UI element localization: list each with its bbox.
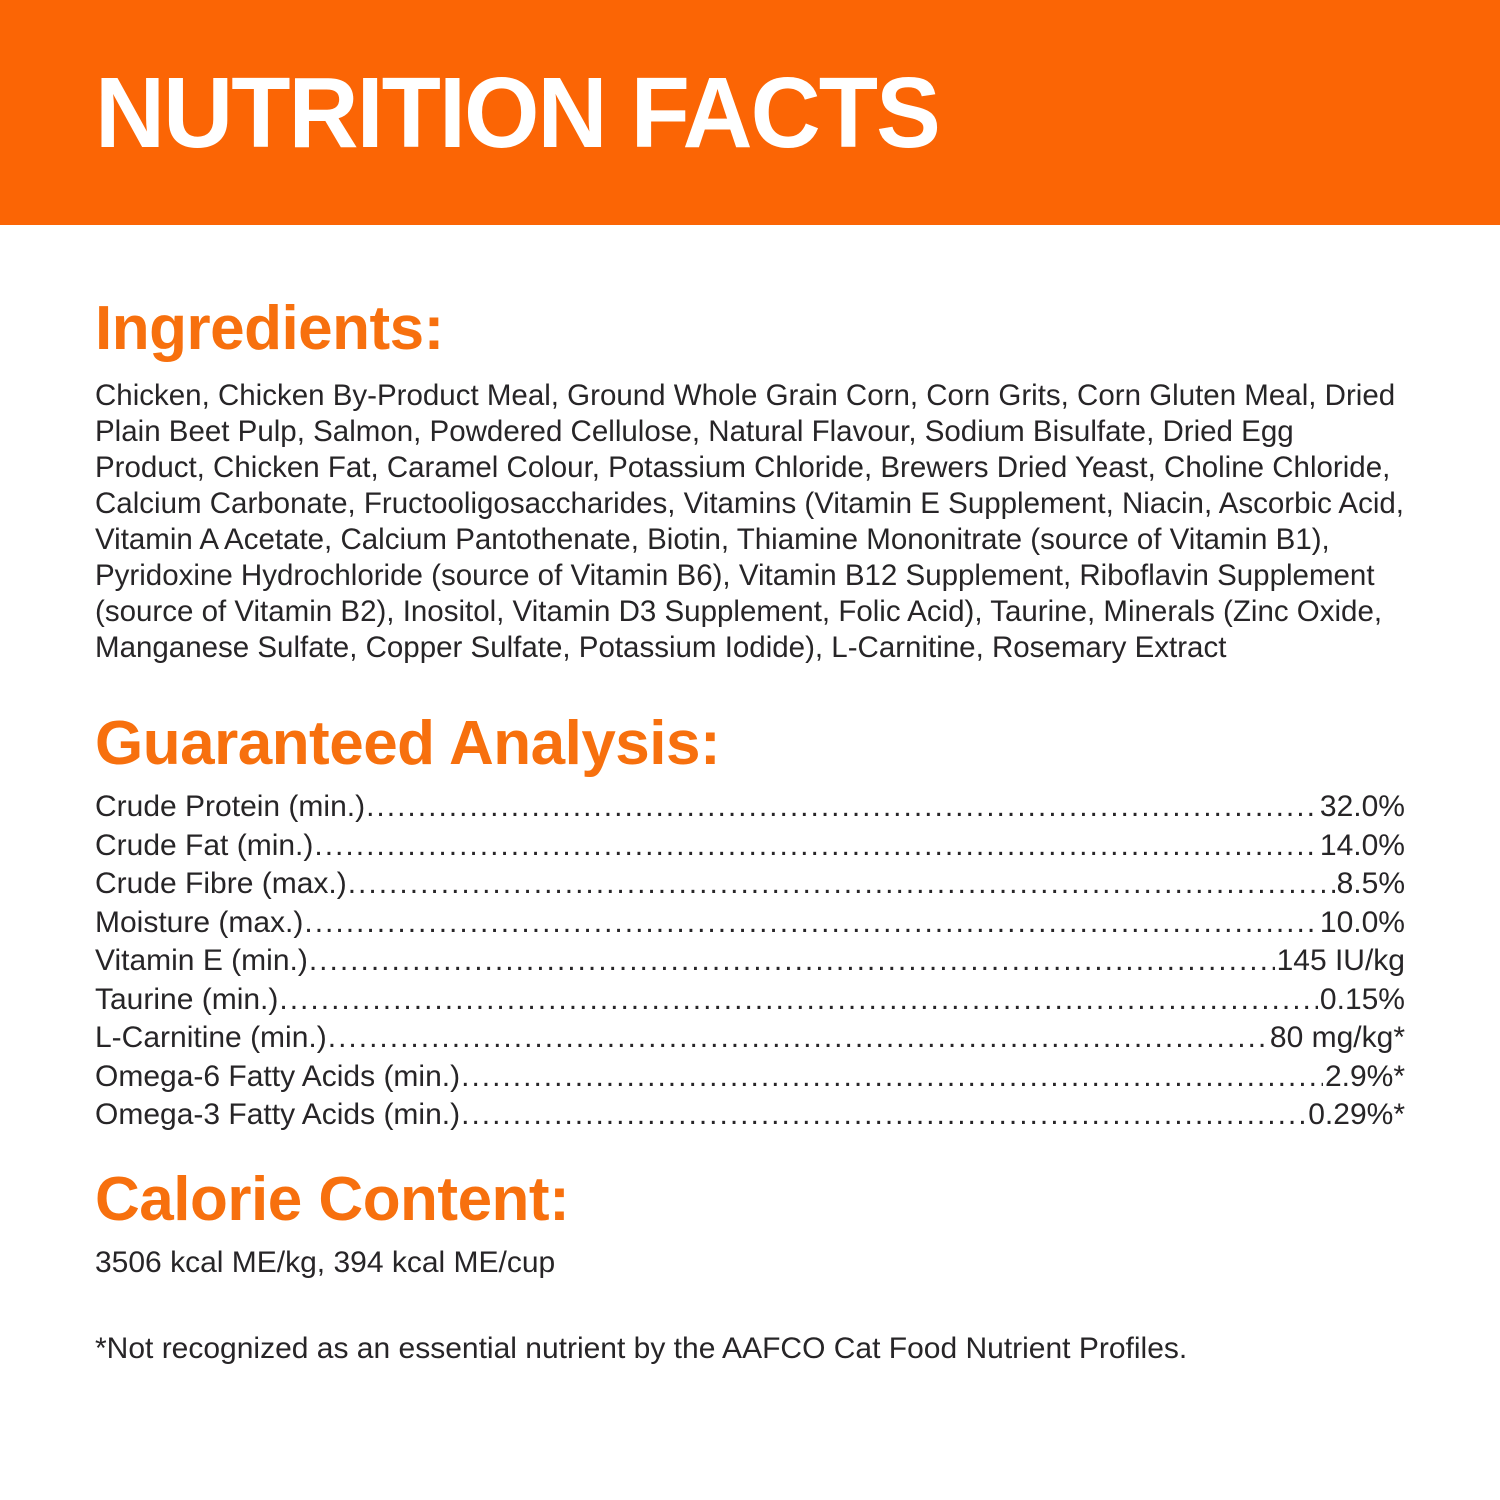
nutrient-label: L-Carnitine (min.) bbox=[95, 1021, 327, 1054]
nutrient-value: 80 mg/kg* bbox=[1269, 1021, 1405, 1054]
dotted-leader: ........................................… bbox=[314, 828, 1318, 862]
nutrient-label: Moisture (max.) bbox=[95, 905, 304, 939]
nutrient-value: 0.15% bbox=[1319, 982, 1405, 1016]
dotted-leader: ........................................… bbox=[327, 1021, 1268, 1054]
dotted-leader: ........................................… bbox=[461, 1098, 1307, 1131]
label-content: Ingredients: Chicken, Chicken By-Product… bbox=[0, 298, 1500, 1367]
nutrient-value: 2.9%* bbox=[1324, 1059, 1405, 1093]
dotted-leader: ........................................… bbox=[461, 1059, 1323, 1093]
nutrient-value: 10.0% bbox=[1319, 905, 1405, 939]
calorie-content-value: 3506 kcal ME/kg, 394 kcal ME/cup bbox=[95, 1245, 556, 1279]
nutrient-value: 145 IU/kg bbox=[1276, 944, 1405, 977]
nutrient-value: 32.0% bbox=[1319, 790, 1405, 823]
calorie-content-heading: Calorie Content: bbox=[95, 1164, 570, 1234]
nutrient-row: Moisture (max.) ........................… bbox=[95, 904, 1405, 943]
nutrient-row: Omega-3 Fatty Acids (min.) .............… bbox=[95, 1096, 1405, 1135]
ingredients-text: Chicken, Chicken By-Product Meal, Ground… bbox=[95, 379, 1404, 664]
guaranteed-analysis-section: Guaranteed Analysis: Crude Protein (min.… bbox=[95, 713, 1405, 1135]
nutrient-label: Crude Fat (min.) bbox=[95, 828, 314, 862]
nutrient-row: Crude Protein (min.) ...................… bbox=[95, 788, 1405, 827]
ingredients-section: Ingredients: Chicken, Chicken By-Product… bbox=[95, 298, 1405, 666]
dotted-leader: ........................................… bbox=[279, 982, 1318, 1016]
nutrient-value: 8.5% bbox=[1336, 867, 1405, 900]
nutrient-label: Crude Protein (min.) bbox=[95, 790, 366, 823]
guaranteed-analysis-table: Crude Protein (min.) ...................… bbox=[95, 788, 1405, 1135]
nutrient-row: L-Carnitine (min.) .....................… bbox=[95, 1019, 1405, 1058]
nutrient-label: Taurine (min.) bbox=[95, 982, 279, 1016]
dotted-leader: ........................................… bbox=[308, 944, 1275, 977]
nutrient-label: Omega-6 Fatty Acids (min.) bbox=[95, 1059, 461, 1093]
nutrient-row: Omega-6 Fatty Acids (min.) .............… bbox=[95, 1058, 1405, 1097]
nutrient-label: Crude Fibre (max.) bbox=[95, 867, 347, 900]
nutrient-row: Crude Fibre (max.) .....................… bbox=[95, 865, 1405, 904]
ingredients-heading: Ingredients: bbox=[95, 294, 444, 363]
dotted-leader: ........................................… bbox=[347, 867, 1335, 900]
nutrient-value: 14.0% bbox=[1319, 828, 1405, 862]
nutrient-row: Taurine (min.) .........................… bbox=[95, 981, 1405, 1020]
footnote: *Not recognized as an essential nutrient… bbox=[95, 1331, 1188, 1365]
nutrient-row: Vitamin E (min.) .......................… bbox=[95, 942, 1405, 981]
page-title: NUTRITION FACTS bbox=[95, 56, 941, 169]
guaranteed-analysis-heading: Guaranteed Analysis: bbox=[95, 709, 721, 778]
header-banner: NUTRITION FACTS bbox=[0, 0, 1500, 225]
nutrient-label: Omega-3 Fatty Acids (min.) bbox=[95, 1098, 461, 1131]
dotted-leader: ........................................… bbox=[366, 790, 1318, 823]
nutrient-row: Crude Fat (min.) .......................… bbox=[95, 827, 1405, 866]
dotted-leader: ........................................… bbox=[304, 905, 1318, 939]
nutrient-label: Vitamin E (min.) bbox=[95, 944, 308, 977]
calorie-content-section: Calorie Content: 3506 kcal ME/kg, 394 kc… bbox=[95, 1164, 1405, 1281]
nutrient-value: 0.29%* bbox=[1308, 1098, 1405, 1131]
